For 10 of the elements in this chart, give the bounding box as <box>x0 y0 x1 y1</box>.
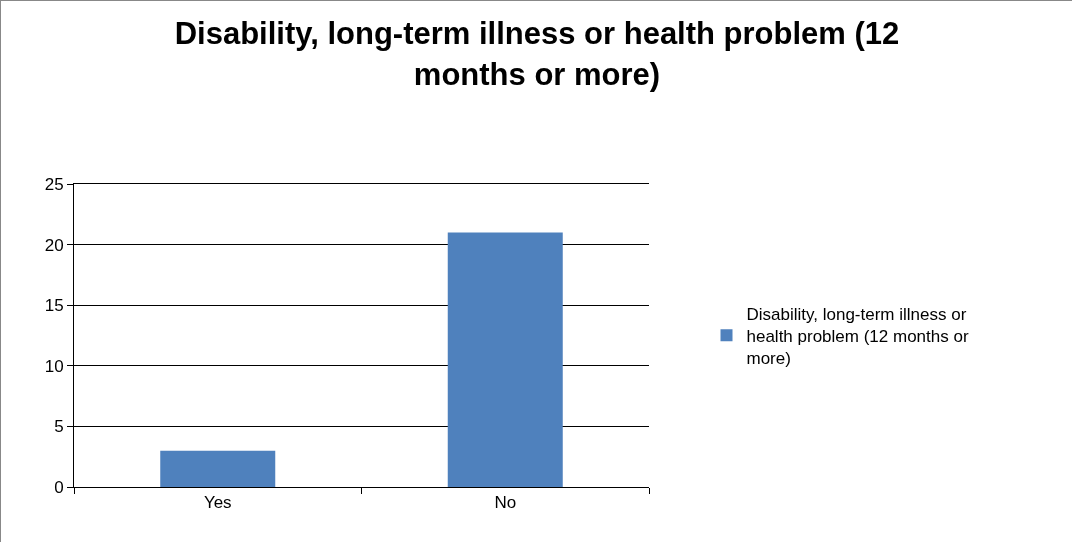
legend-label: Disability, long-term illness or health problem (12 months or more) <box>746 304 969 368</box>
y-tick-label: 25 <box>44 174 64 194</box>
chart-title: Disability, long-term illness or health problem (12 months or more) <box>174 16 900 92</box>
x-tick-label: No <box>494 493 517 513</box>
y-tick-label: 10 <box>44 356 64 376</box>
x-tick-label: Yes <box>203 493 232 513</box>
y-tick-label: 20 <box>44 235 64 255</box>
y-tick-label: 0 <box>54 477 64 497</box>
y-tick-label: 5 <box>54 417 64 437</box>
y-tick-label: 15 <box>44 296 64 316</box>
